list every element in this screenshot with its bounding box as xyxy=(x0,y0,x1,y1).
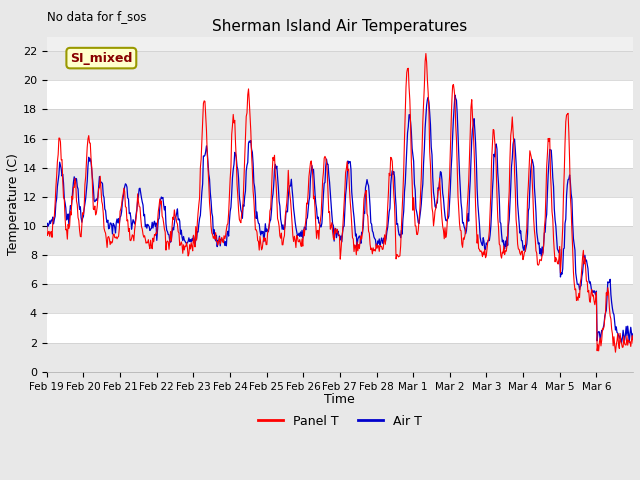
Bar xyxy=(47,80,633,109)
Bar xyxy=(47,255,633,284)
Bar xyxy=(47,51,633,80)
Bar xyxy=(47,139,633,168)
Bar xyxy=(47,284,633,313)
X-axis label: Time: Time xyxy=(324,393,355,406)
Y-axis label: Temperature (C): Temperature (C) xyxy=(7,153,20,255)
Text: No data for f_sos: No data for f_sos xyxy=(47,10,146,23)
Bar xyxy=(47,109,633,139)
Text: SI_mixed: SI_mixed xyxy=(70,51,132,65)
Bar xyxy=(47,313,633,343)
Bar xyxy=(47,226,633,255)
Title: Sherman Island Air Temperatures: Sherman Island Air Temperatures xyxy=(212,19,467,34)
Bar xyxy=(47,197,633,226)
Bar xyxy=(47,168,633,197)
Bar xyxy=(47,343,633,372)
Legend: Panel T, Air T: Panel T, Air T xyxy=(253,409,426,432)
